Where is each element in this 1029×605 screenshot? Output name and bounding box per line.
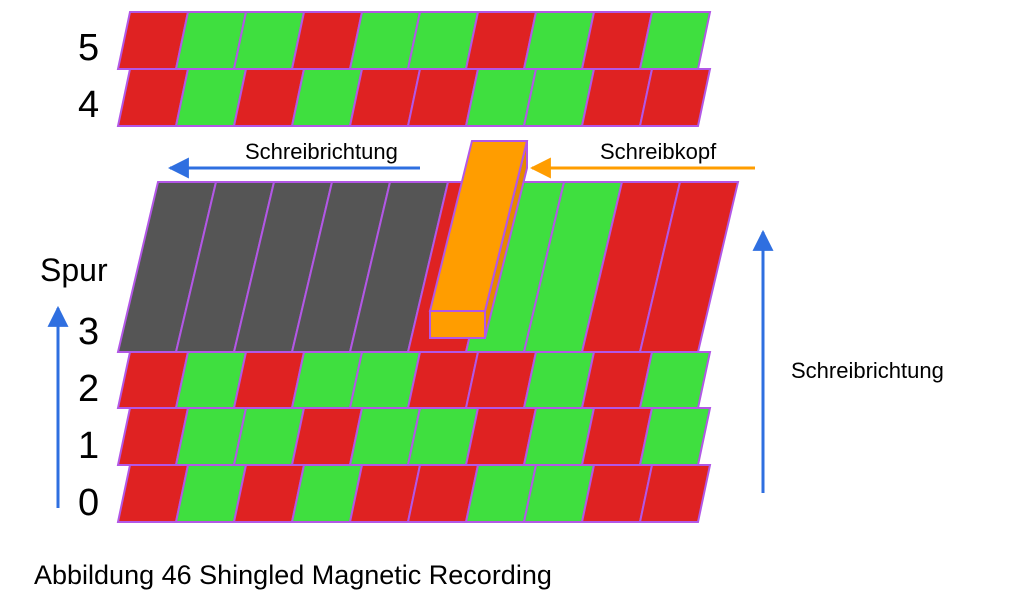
track-4-bit-9 [638,68,712,127]
tracks-group [116,11,740,523]
track-1-bit-9 [638,407,712,466]
track-label-5: 5 [78,27,99,69]
track-label-3: 3 [78,311,99,353]
write-head-label: Schreibkopf [600,139,717,164]
track-0-bit-9 [638,464,712,523]
write-direction-label-top: Schreibrichtung [245,139,398,164]
track-3-bit-9 [638,181,740,353]
write-direction-label-right: Schreibrichtung [791,358,944,383]
track-label-2: 2 [78,368,99,410]
write-head-bottom [429,310,486,339]
track-axis-label: Spur [40,252,108,288]
track-2-bit-9 [638,351,712,409]
track-label-0: 0 [78,482,99,524]
track-5-bit-9 [638,11,712,70]
track-label-1: 1 [78,425,99,467]
figure-caption: Abbildung 46 Shingled Magnetic Recording [34,560,552,590]
track-label-4: 4 [78,84,99,126]
write-head [428,140,529,339]
